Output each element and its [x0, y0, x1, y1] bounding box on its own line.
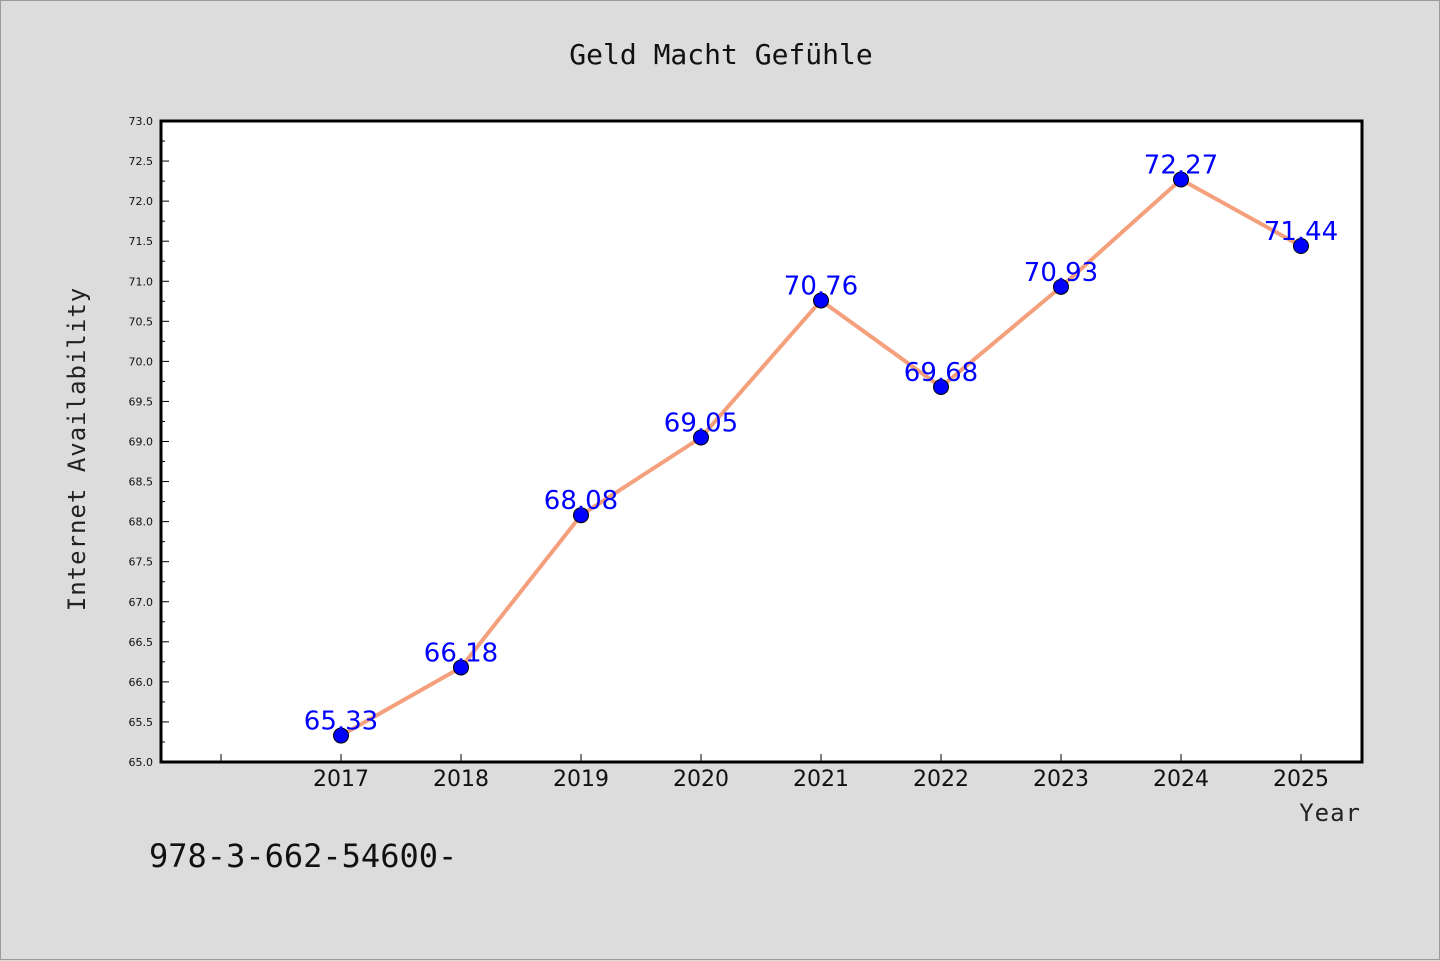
y-axis-title: Internet Availability [63, 287, 91, 611]
data-label: 65.33 [304, 707, 378, 737]
data-point [453, 659, 469, 676]
y-tick-label: 71.0 [129, 275, 154, 288]
y-tick-label: 65.5 [129, 716, 154, 729]
data-label: 70.76 [784, 271, 858, 301]
data-point [573, 507, 589, 524]
data-labels: 65.33 66.18 68.08 69.05 70.76 69.68 70.93 72.27… [304, 150, 1338, 736]
x-axis-title: Year [1299, 799, 1361, 827]
y-tick-label: 70.0 [129, 355, 154, 368]
x-tick-label: 2017 [313, 767, 369, 792]
x-tick-label: 2025 [1273, 767, 1329, 792]
y-tick-label: 73.0 [129, 115, 154, 128]
x-tick-label: 2018 [433, 767, 489, 792]
y-tick-label: 66.0 [129, 676, 154, 689]
data-label: 70.93 [1024, 258, 1098, 288]
y-tick-label: 66.5 [129, 636, 154, 649]
x-tick-label: 2023 [1033, 767, 1089, 792]
data-label: 71.44 [1264, 217, 1338, 247]
data-point [933, 379, 949, 396]
x-tick-label: 2019 [553, 767, 609, 792]
x-tick-label: 2022 [913, 767, 969, 792]
y-tick-label: 72.5 [129, 155, 154, 168]
data-label: 72.27 [1144, 150, 1218, 180]
y-tick-label: 65.0 [129, 756, 154, 769]
x-tick-label: 2021 [793, 767, 849, 792]
data-point [333, 727, 349, 744]
y-tick-label: 67.5 [129, 556, 154, 569]
x-tick-label: 2024 [1153, 767, 1209, 792]
data-point [1293, 237, 1309, 254]
y-tick-label: 69.0 [129, 436, 154, 449]
chart-title: Geld Macht Gefühle [569, 38, 872, 71]
data-point [693, 429, 709, 446]
series-layer [333, 171, 1309, 744]
data-point [813, 292, 829, 309]
data-label: 69.05 [664, 408, 738, 438]
y-tick-label: 69.5 [129, 395, 154, 408]
y-axis: 65.0 65.5 66.0 66.5 67.0 67.5 68.0 68.5 69.0 69.5… [129, 115, 169, 769]
plot-area [159, 119, 1364, 764]
y-tick-label: 67.0 [129, 596, 154, 609]
y-tick-label: 68.5 [129, 476, 154, 489]
data-label: 66.18 [424, 638, 498, 668]
y-tick-label: 70.5 [129, 315, 154, 328]
data-point [1053, 278, 1069, 295]
x-tick-label: 2020 [673, 767, 729, 792]
y-tick-label: 68.0 [129, 516, 154, 529]
footer-text: 978-3-662-54600- [149, 837, 457, 875]
y-tick-label: 72.0 [129, 195, 154, 208]
y-tick-label: 71.5 [129, 235, 154, 248]
data-label: 68.08 [544, 486, 618, 516]
x-axis: 2017 2018 2019 2020 2021 2022 2023 2024 2025 [220, 754, 1329, 792]
data-point [1173, 171, 1189, 188]
data-label: 69.68 [904, 358, 978, 388]
